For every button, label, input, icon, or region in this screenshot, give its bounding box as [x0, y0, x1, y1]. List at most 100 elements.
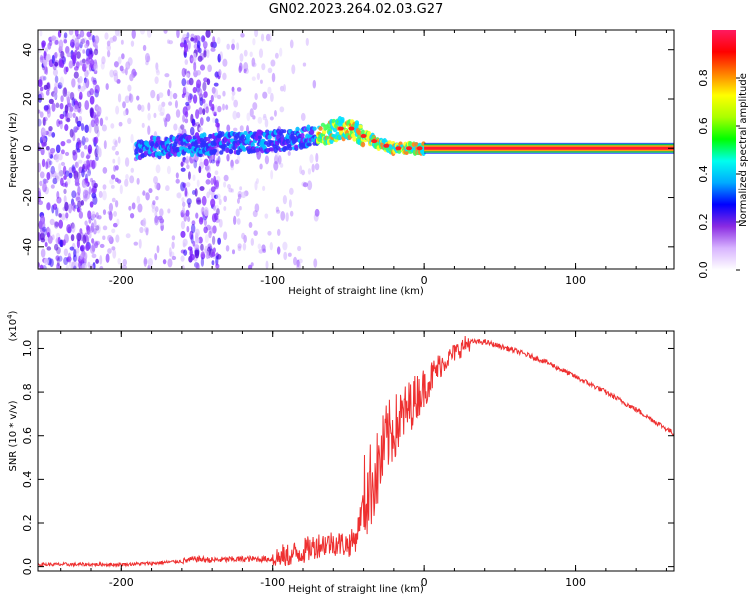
spectrogram-speck	[204, 165, 210, 171]
snr-y-multiplier: (x104)	[6, 310, 19, 341]
spectrogram-speck	[180, 255, 185, 262]
spectrogram-speck	[146, 55, 151, 63]
spectrogram-speck	[165, 185, 170, 192]
spectrogram-x-tick-label: 100	[565, 274, 586, 287]
spectrogram-speck	[269, 242, 273, 251]
spectrogram-speck	[124, 157, 130, 167]
spectrogram-speck	[54, 39, 59, 45]
spectrogram-speck	[190, 223, 196, 234]
spectrogram-peak-blob	[416, 146, 423, 151]
spectrogram-speck	[233, 99, 239, 108]
spectrogram-speck	[59, 119, 63, 130]
spectrogram-speck	[195, 109, 200, 120]
spectrogram-speck	[77, 85, 81, 90]
spectrogram-speck	[136, 95, 140, 101]
spectrogram-y-axis-label: Frequency (Hz)	[8, 112, 19, 188]
spectrogram-speck	[146, 30, 152, 38]
spectrogram-speck	[79, 228, 83, 234]
spectrogram-speck	[168, 79, 172, 89]
spectrogram-speck	[212, 36, 216, 44]
spectrogram-carrier-blob	[306, 124, 311, 132]
snr-frame	[37, 330, 675, 572]
spectrogram-speck	[38, 93, 43, 103]
spectrogram-speck	[51, 170, 57, 178]
spectrogram-speck	[106, 50, 111, 58]
spectrogram-speck	[67, 102, 72, 108]
spectrogram-speck	[109, 178, 114, 185]
spectrogram-speck	[68, 60, 74, 69]
spectrogram-speck	[186, 80, 191, 85]
spectrogram-speck	[44, 186, 49, 195]
spectrogram-speck	[191, 189, 196, 195]
spectrogram-speck	[117, 30, 121, 37]
spectrogram-speck	[73, 265, 77, 269]
spectrogram-carrier-blob	[175, 146, 180, 151]
spectrogram-speck	[199, 64, 206, 71]
spectrogram-speck	[60, 50, 65, 59]
spectrogram-speck	[218, 218, 223, 228]
spectrogram-speck	[262, 91, 268, 99]
spectrogram-speck	[83, 144, 88, 150]
spectrogram-speck	[235, 208, 240, 217]
spectrogram-carrier-blob	[284, 146, 289, 151]
spectrogram-speck	[117, 257, 121, 265]
spectrogram-carrier-blob	[220, 131, 225, 137]
spectrogram-speck	[215, 122, 220, 128]
spectrogram-speck	[108, 211, 113, 221]
spectrogram-speck	[105, 253, 110, 263]
spectrogram-speck	[239, 125, 244, 132]
spectrogram-speck	[128, 92, 132, 101]
spectrogram-speck	[84, 124, 90, 134]
spectrogram-speck	[79, 41, 83, 49]
spectrogram-speck	[187, 40, 191, 50]
spectrogram-speck	[97, 215, 102, 220]
spectrogram-speck	[202, 35, 206, 43]
snr-y-tick-label: 0.0	[21, 558, 34, 576]
spectrogram-speck	[180, 161, 184, 167]
spectrogram-carrier-blob	[404, 151, 409, 156]
spectrogram-speck	[42, 182, 47, 193]
snr-y-tick-label: 0.2	[21, 514, 34, 532]
spectrogram-speck	[141, 122, 145, 129]
spectrogram-speck	[115, 105, 120, 115]
spectrogram-speck	[176, 192, 182, 199]
spectrogram-speck	[271, 72, 276, 83]
spectrogram-speck	[279, 85, 285, 92]
spectrogram-speck	[112, 249, 117, 259]
spectrogram-speck	[157, 104, 163, 112]
spectrogram-speck	[58, 120, 63, 125]
snr-x-tick-label: 0	[421, 576, 428, 589]
spectrogram-speck	[41, 127, 47, 136]
spectrogram-speck	[215, 255, 219, 266]
spectrogram-carrier-blob	[202, 132, 207, 138]
spectrogram-speck	[68, 61, 73, 69]
spectrogram-speck	[46, 202, 51, 211]
spectrogram-speck	[100, 61, 105, 70]
spectrogram-speck	[214, 204, 220, 215]
spectrogram-speck	[79, 30, 85, 38]
spectrogram-speck	[115, 234, 120, 243]
spectrogram-speck	[81, 135, 86, 146]
spectrogram-speck	[102, 167, 108, 174]
spectrogram-speck	[148, 188, 153, 194]
spectrogram-speck	[87, 210, 92, 220]
spectrogram-speck	[195, 212, 199, 219]
spectrogram-speck	[159, 218, 165, 224]
spectrogram-speck	[43, 257, 49, 266]
spectrogram-speck	[187, 94, 192, 104]
spectrogram-speck	[96, 129, 100, 138]
spectrogram-speck	[279, 47, 283, 57]
spectrogram-speck	[64, 124, 69, 132]
spectrogram-speck	[71, 166, 76, 174]
spectrogram-speck	[155, 62, 159, 71]
spectrogram-speck	[237, 193, 242, 200]
spectrogram-x-tick-label: -200	[109, 274, 134, 287]
spectrogram-speck	[55, 144, 61, 154]
spectrogram-speck	[291, 64, 296, 75]
spectrogram-speck	[54, 221, 59, 227]
spectrogram-speck	[196, 262, 200, 269]
spectrogram-speck	[150, 89, 156, 99]
spectrogram-speck	[211, 190, 216, 201]
spectrogram-speck	[63, 188, 67, 195]
spectrogram-speck	[82, 63, 87, 72]
